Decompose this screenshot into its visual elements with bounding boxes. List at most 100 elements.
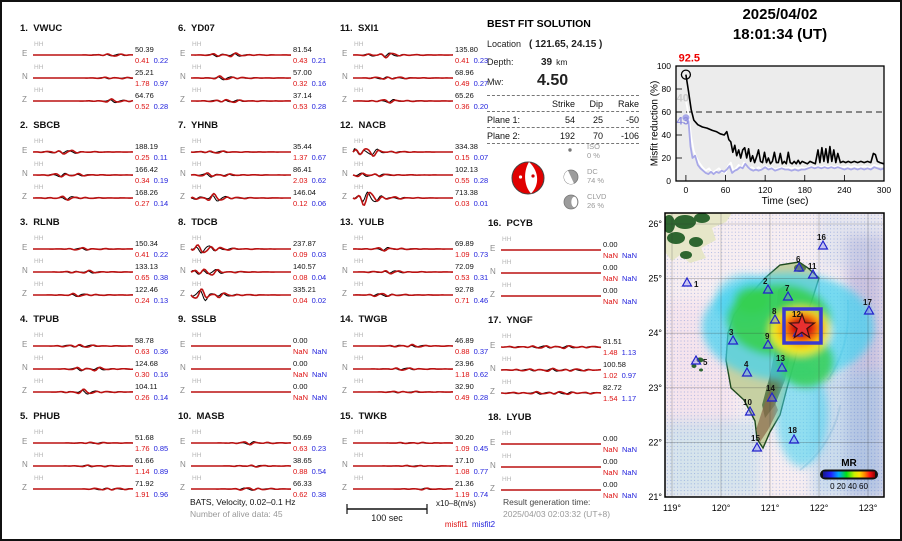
misfit-values: NaN NaN: [603, 297, 637, 306]
amplitude-value: 140.57: [293, 262, 316, 271]
misfit-values: NaN NaN: [293, 370, 327, 379]
misfit-values: 0.09 0.03: [293, 250, 326, 259]
station-title: 9. SSLB: [178, 314, 217, 325]
synthetic-trace: [352, 172, 453, 178]
map-lat-tick-label: 21°: [648, 492, 662, 502]
misfit-values: 1.02 0.97: [603, 371, 636, 380]
decomp-name: DC: [587, 167, 598, 176]
clvd-icon: [563, 194, 579, 210]
misfit1-value: 0.08: [293, 273, 308, 282]
amplitude-value: 188.19: [135, 142, 158, 151]
station-title: 1. VWUC: [20, 23, 63, 34]
map-station-marker: [782, 290, 794, 301]
misfit2-value: 0.16: [153, 370, 169, 379]
x-tick-label: 180: [798, 185, 812, 195]
misfit2-value: 0.01: [473, 199, 489, 208]
waveform-trace: HH: [33, 475, 134, 491]
misfit1-value: 0.88: [455, 347, 470, 356]
synthetic-trace: [352, 76, 454, 80]
synthetic-trace: [500, 367, 602, 372]
band-code-label: HH: [354, 429, 364, 436]
component-label: Z: [22, 192, 27, 201]
component-label: Z: [22, 289, 27, 298]
station-block: 2. SBCB E HH 188.19 0.25 0.11 N HH 166.42 0.34 0.1…: [18, 117, 170, 214]
misfit2-value: 0.16: [311, 79, 327, 88]
synthetic-trace: [353, 464, 454, 468]
misfit-values: 0.25 0.11: [135, 153, 168, 162]
y-tick-label: 40: [662, 130, 672, 140]
series-annotation: 40: [677, 93, 689, 105]
component-label: N: [22, 266, 28, 275]
misfit2-value: 0.37: [473, 347, 489, 356]
waveform-trace: HH: [352, 258, 454, 275]
component-label: N: [180, 169, 186, 178]
misfit-values: 1.19 0.74: [455, 490, 488, 499]
band-code-label: HH: [34, 281, 44, 288]
component-label: Z: [342, 192, 347, 201]
synthetic-trace: [33, 487, 134, 491]
band-code-label: HH: [192, 235, 202, 242]
misfit1-value: 0.24: [135, 296, 150, 305]
band-code-label: HH: [354, 258, 364, 265]
misfit-values: 1.09 0.73: [455, 250, 488, 259]
misfit-values: 0.08 0.04: [293, 273, 326, 282]
misfit2-value: NaN: [622, 491, 638, 500]
band-code-label: HH: [192, 475, 202, 482]
component-label: Z: [342, 289, 347, 298]
synthetic-trace: [353, 292, 453, 298]
misfit1-value: NaN: [603, 251, 619, 260]
misfit2-value: 0.85: [153, 444, 169, 453]
waveform-trace: HH: [33, 281, 134, 298]
decomp-name: CLVD: [587, 192, 607, 201]
misfit2-value: 1.17: [621, 394, 637, 403]
decomp-percent: 0 %: [587, 151, 600, 161]
station-title: 8. TDCB: [178, 217, 218, 228]
waveform-trace: HH: [33, 87, 134, 104]
amplitude-value: 72.09: [455, 262, 474, 271]
component-label: N: [22, 72, 28, 81]
band-code-label: HH: [34, 64, 44, 71]
band-code-label: HH: [502, 236, 512, 243]
map-station-label: 13: [776, 354, 785, 363]
misfit1-value: 0.41: [135, 56, 150, 65]
amplitude-value: 46.89: [455, 336, 474, 345]
component-label: Z: [180, 289, 185, 298]
station-title: 12. NACB: [340, 120, 386, 131]
band-code-label: HH: [502, 333, 512, 340]
map-station-marker: [741, 366, 753, 377]
map-station-label: 14: [766, 384, 775, 393]
waveform-trace: HH: [33, 332, 134, 348]
map-station-label: 17: [863, 298, 872, 307]
p-axis-dot: [531, 174, 535, 178]
station-title: 11. SXI1: [340, 23, 379, 34]
plane-cell: 54: [564, 114, 575, 125]
misfit1-value: 0.32: [293, 79, 308, 88]
synthetic-trace: [33, 172, 133, 178]
waveform-trace: HH: [190, 41, 292, 58]
map-station-marker: [793, 261, 805, 272]
misfit2-value: 0.22: [153, 250, 169, 259]
amplitude-value: 237.87: [293, 239, 316, 248]
station-title: 15. TWKB: [340, 411, 387, 422]
band-code-label: HH: [34, 332, 44, 339]
misfit-values: 0.32 0.16: [293, 79, 326, 88]
band-code-label: HH: [354, 87, 364, 94]
misfit1-value: 1.09: [455, 444, 470, 453]
component-label: Z: [342, 95, 347, 104]
map-station-label: 3: [729, 328, 734, 337]
waveform-trace: HH: [501, 476, 601, 491]
waveform-trace: HH: [190, 138, 291, 154]
misfit1-value: 1.09: [455, 250, 470, 259]
band-code-label: HH: [192, 64, 202, 71]
map-station-marker: [690, 354, 702, 365]
component-label: E: [490, 438, 496, 447]
synthetic-trace: [352, 269, 454, 275]
waveform-trace: HH: [33, 378, 134, 395]
misfit2-value: 0.38: [153, 273, 169, 282]
waveform-trace: HH: [191, 452, 292, 468]
x-tick-label: 300: [877, 185, 891, 195]
misfit-values: 0.49 0.28: [455, 393, 488, 402]
synthetic-trace: [191, 52, 292, 58]
misfit2-value: 0.03: [311, 250, 327, 259]
waveform-trace: HH: [191, 378, 291, 393]
